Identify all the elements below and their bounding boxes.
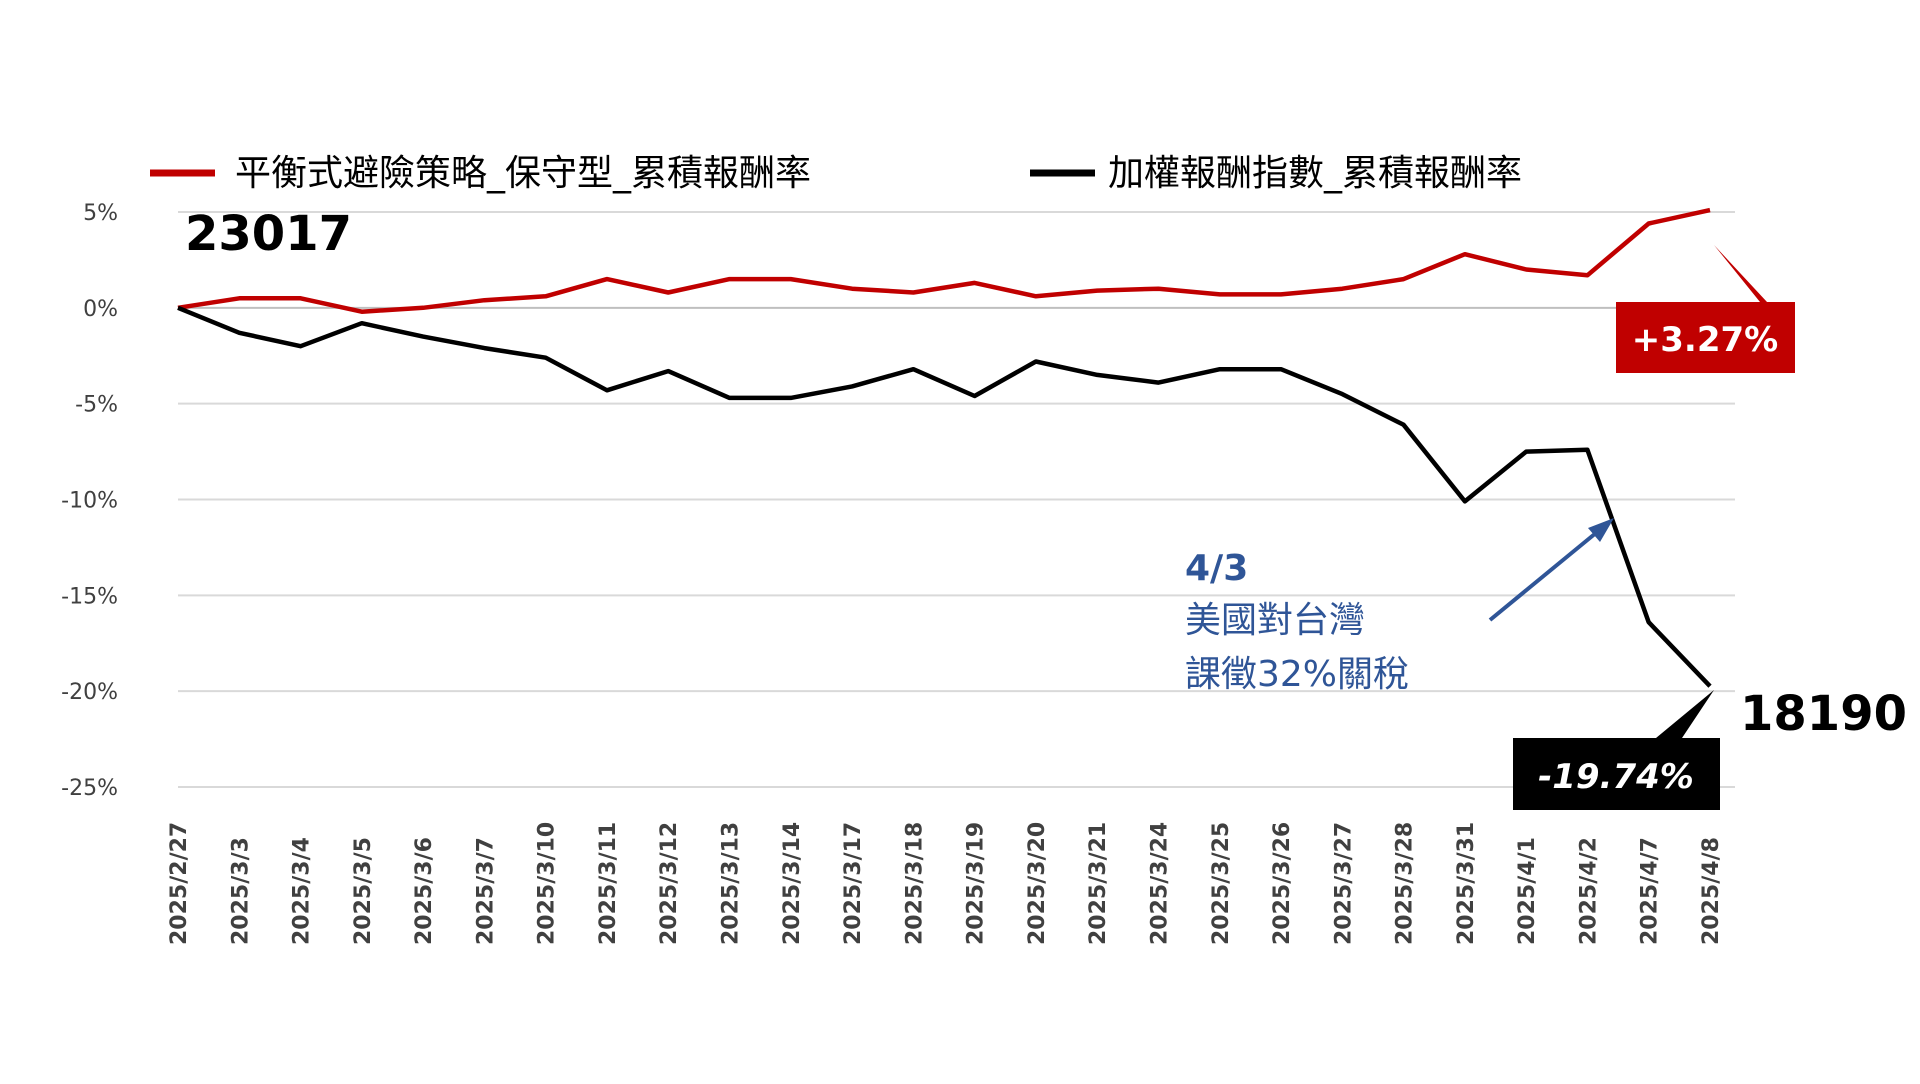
start-index-label: 23017: [185, 206, 352, 262]
x-tick-label: 2025/3/19: [964, 822, 989, 945]
x-tick-label: 2025/3/26: [1270, 822, 1295, 945]
event-annotation: 4/3 美國對台灣 課徵32%關稅: [1185, 518, 1614, 695]
y-tick-label: -20%: [61, 680, 118, 705]
x-tick-label: 2025/3/11: [596, 822, 621, 945]
x-tick-label: 2025/4/2: [1576, 837, 1601, 945]
y-tick-label: -25%: [61, 776, 118, 801]
x-tick-label: 2025/3/21: [1086, 822, 1111, 945]
x-tick-label: 2025/3/13: [719, 822, 744, 945]
event-date: 4/3: [1185, 548, 1248, 589]
series-line-index: [177, 305, 1712, 688]
x-tick-label: 2025/3/31: [1454, 822, 1479, 945]
x-tick-label: 2025/3/27: [1331, 822, 1356, 945]
end-index-label: 18190: [1740, 686, 1907, 742]
series-layer: [177, 207, 1712, 688]
red-callout-box: [1616, 245, 1795, 373]
event-arrow-head: [1588, 518, 1614, 542]
red-callout: +3.27%: [1616, 245, 1795, 373]
x-axis-ticks: 2025/2/27 2025/3/3 2025/3/4 2025/3/5 2025/3/…: [167, 822, 1724, 945]
x-tick-label: 2025/3/12: [657, 822, 682, 945]
x-tick-label: 2025/3/28: [1393, 822, 1418, 945]
series-line-hedge: [177, 207, 1711, 314]
event-line-1: 美國對台灣: [1185, 600, 1365, 641]
y-tick-label: 5%: [83, 201, 118, 226]
x-tick-label: 2025/4/8: [1699, 837, 1724, 945]
legend: 平衡式避險策略_保守型_累積報酬率 加權報酬指數_累積報酬率: [150, 153, 1522, 194]
gridlines: [178, 211, 1735, 788]
y-tick-label: -10%: [61, 489, 118, 514]
x-tick-label: 2025/3/14: [780, 822, 805, 945]
black-callout-label: -19.74%: [1538, 757, 1694, 797]
y-tick-label: -5%: [75, 393, 118, 418]
legend-label-black: 加權報酬指數_累積報酬率: [1108, 153, 1522, 194]
x-tick-label: 2025/3/3: [228, 837, 253, 945]
x-tick-label: 2025/3/6: [412, 837, 437, 945]
event-line-2: 課徵32%關稅: [1185, 654, 1409, 695]
x-tick-label: 2025/3/25: [1209, 822, 1234, 945]
black-callout-box: [1513, 690, 1720, 810]
y-tick-label: 0%: [83, 297, 118, 322]
event-arrow-line: [1488, 526, 1604, 622]
x-tick-label: 2025/3/10: [535, 822, 560, 945]
red-callout-label: +3.27%: [1632, 320, 1778, 360]
x-tick-label: 2025/3/20: [1025, 822, 1050, 945]
x-tick-label: 2025/3/5: [351, 837, 376, 945]
x-tick-label: 2025/3/18: [902, 822, 927, 945]
x-tick-label: 2025/2/27: [167, 822, 192, 945]
black-callout: -19.74%: [1513, 690, 1720, 810]
legend-label-red: 平衡式避險策略_保守型_累積報酬率: [235, 153, 811, 194]
x-tick-label: 2025/4/1: [1515, 837, 1540, 945]
y-tick-label: -15%: [61, 584, 118, 609]
x-tick-label: 2025/3/24: [1147, 822, 1172, 945]
x-tick-label: 2025/3/4: [290, 837, 315, 945]
x-tick-label: 2025/3/17: [841, 822, 866, 945]
x-tick-label: 2025/3/7: [473, 837, 498, 945]
y-axis-ticks: 5% 0% -5% -10% -15% -20% -25%: [61, 201, 118, 801]
x-tick-label: 2025/4/7: [1638, 837, 1663, 945]
